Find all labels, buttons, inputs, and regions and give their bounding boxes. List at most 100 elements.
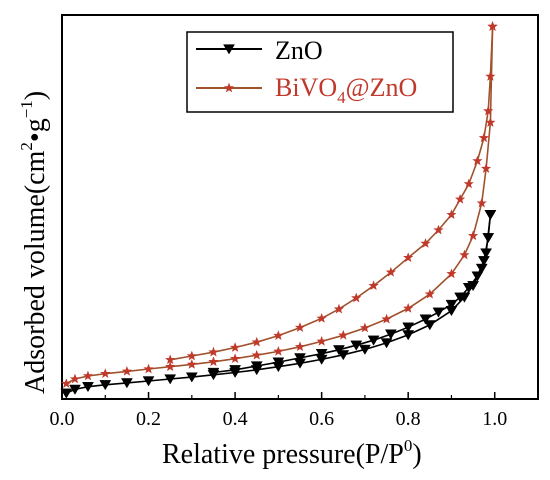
data-point	[487, 21, 498, 31]
data-point	[381, 313, 392, 324]
data-point	[143, 363, 154, 374]
data-point	[251, 336, 262, 347]
x-tick-label: 0.4	[223, 408, 248, 430]
data-point	[445, 299, 458, 310]
legend-label-bivo4-zno: BiVO4@ZnO	[275, 73, 417, 107]
y-axis-title-main: Adsorbed volume(cm	[20, 150, 51, 394]
x-tick-label: 0.8	[396, 408, 421, 430]
data-point	[420, 238, 431, 248]
y-axis-title-end: )	[20, 91, 51, 100]
data-point	[484, 210, 497, 221]
x-axis-title-sup: 0	[404, 436, 413, 455]
y-axis-title: Adsorbed volume(cm2•g−1)	[17, 91, 51, 394]
data-point	[120, 378, 133, 389]
data-point	[403, 303, 414, 313]
data-point	[358, 344, 371, 355]
data-point	[482, 233, 495, 244]
data-point	[472, 155, 483, 166]
data-point	[208, 356, 219, 367]
data-point	[446, 268, 457, 279]
data-point	[121, 366, 132, 376]
x-tick-label: 1.0	[482, 408, 507, 430]
data-point	[230, 342, 241, 352]
data-point	[186, 359, 197, 369]
data-point	[403, 252, 414, 263]
data-point	[367, 335, 380, 346]
data-point	[446, 209, 457, 220]
data-point	[294, 341, 306, 352]
legend-label-bivo4-main: BiVO	[275, 73, 337, 102]
data-point	[272, 357, 285, 368]
data-point	[251, 349, 262, 360]
data-point	[337, 350, 350, 361]
data-point	[454, 292, 467, 303]
data-point	[208, 346, 219, 357]
data-point	[61, 378, 72, 388]
data-point	[368, 280, 379, 291]
data-point	[294, 322, 306, 332]
data-point	[250, 361, 263, 372]
x-axis-title-main: Relative pressure(P/P	[162, 439, 404, 470]
data-point	[468, 230, 479, 241]
data-point	[82, 370, 94, 381]
data-point	[419, 314, 432, 325]
x-axis-title: Relative pressure(P/P0)	[162, 436, 422, 470]
series-layer	[60, 21, 498, 399]
data-point	[60, 388, 73, 399]
plot-frame	[61, 14, 539, 400]
x-axis-ticks	[61, 392, 539, 399]
data-point	[424, 288, 435, 299]
y-axis-title-sup2: −1	[17, 100, 36, 118]
data-point	[69, 384, 81, 395]
data-point	[423, 320, 436, 331]
data-point	[82, 382, 94, 393]
legend-label-zno: ZnO	[275, 36, 323, 65]
data-point	[476, 197, 487, 208]
data-point	[462, 282, 475, 294]
data-point	[433, 224, 444, 235]
data-point	[207, 367, 220, 378]
data-point	[294, 353, 306, 364]
data-point	[273, 330, 284, 340]
data-point	[480, 163, 492, 173]
data-point	[333, 303, 345, 314]
data-point	[338, 329, 349, 340]
data-point	[471, 271, 484, 282]
data-point	[185, 372, 198, 383]
data-point	[229, 365, 242, 376]
series-line-desorption	[213, 214, 492, 374]
data-point	[230, 353, 241, 364]
data-point	[69, 373, 81, 384]
data-point	[100, 368, 111, 378]
legend-marker-bivo4-zno	[223, 82, 235, 93]
data-point	[315, 349, 328, 360]
data-point	[165, 354, 176, 365]
data-point	[384, 329, 397, 340]
y-axis-title-sup1: 2	[17, 142, 36, 151]
data-point	[359, 322, 370, 333]
legend-items	[196, 44, 262, 93]
data-point	[455, 193, 466, 204]
data-point	[333, 345, 345, 356]
data-point	[477, 256, 490, 267]
legend-marker-zno	[223, 44, 235, 55]
data-point	[316, 336, 327, 346]
data-point	[385, 266, 396, 277]
data-point	[459, 249, 470, 260]
series-bivo4-zno	[61, 21, 498, 388]
data-point	[380, 338, 393, 349]
data-point	[273, 346, 284, 356]
data-point	[99, 380, 112, 391]
data-point	[186, 350, 197, 361]
series-zno	[60, 210, 497, 399]
legend-label-bivo4-end: @ZnO	[346, 73, 418, 102]
data-point	[164, 374, 177, 385]
x-axis-title-end: )	[412, 439, 421, 470]
x-tick-label: 0.6	[309, 408, 334, 430]
data-point	[350, 340, 363, 351]
x-axis-tick-labels: 0.0 0.2 0.4 0.6 0.8 1.0	[50, 408, 508, 430]
data-point	[402, 322, 415, 333]
data-point	[483, 105, 494, 116]
legend-label-bivo4-sub: 4	[337, 88, 346, 107]
